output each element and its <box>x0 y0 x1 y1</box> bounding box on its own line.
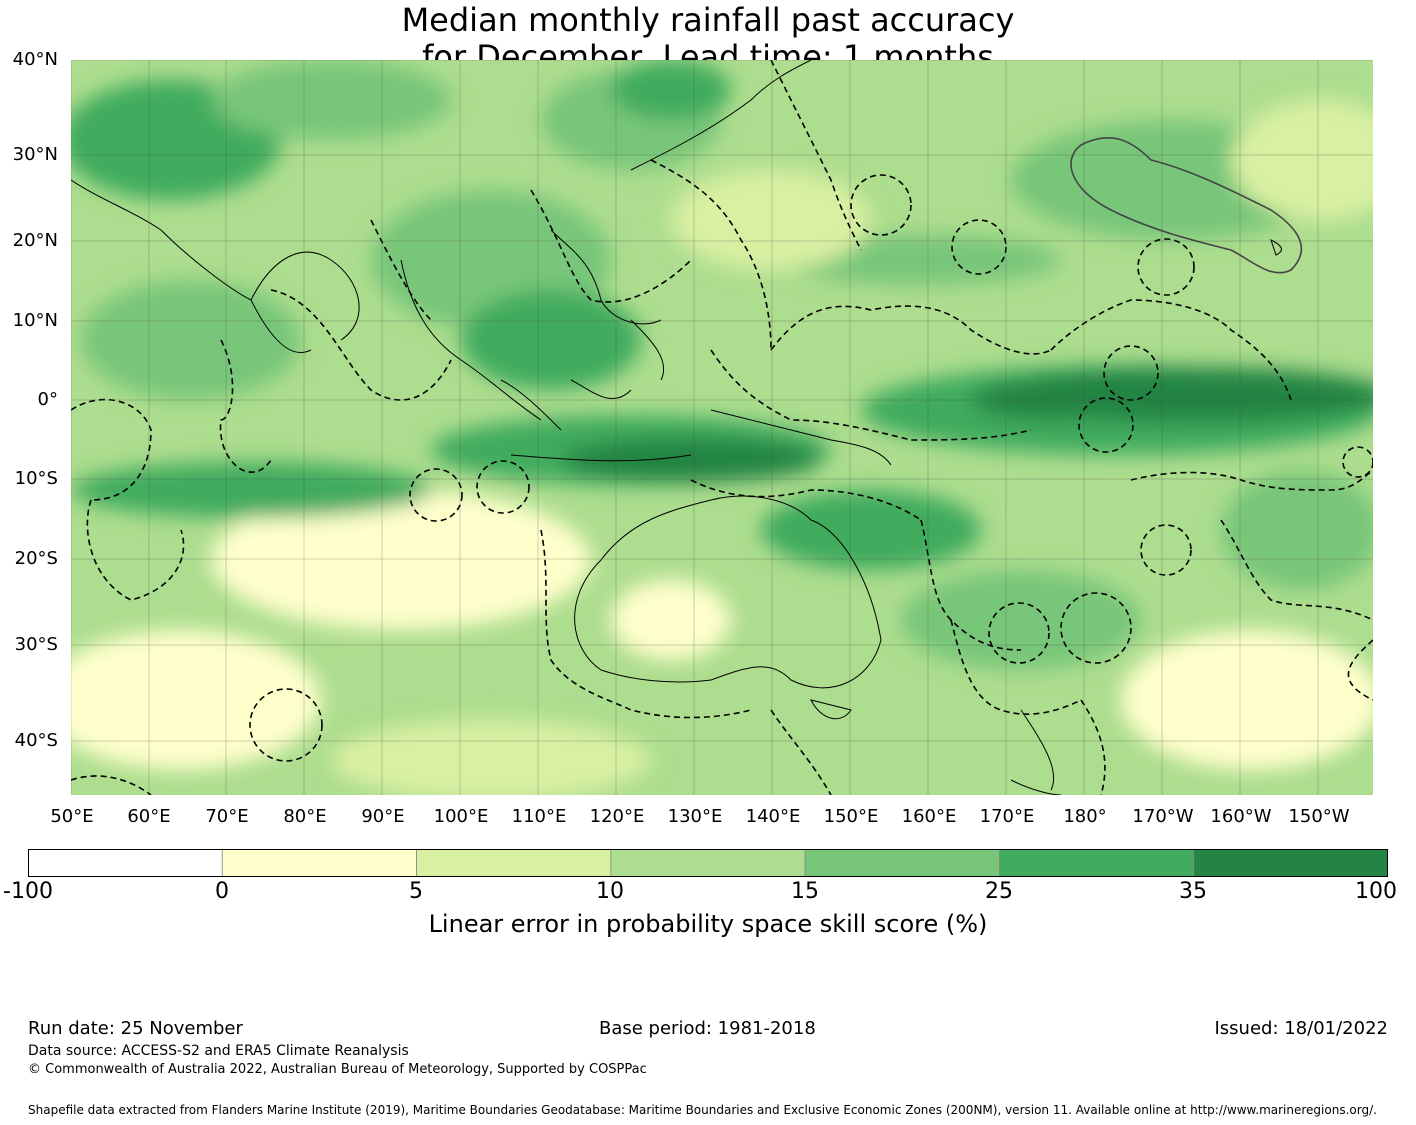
coastlines <box>71 60 1282 795</box>
lon-label: 60°E <box>127 806 171 827</box>
colorbar-tick: 100 <box>1355 879 1397 904</box>
colorbar-tick: 15 <box>791 879 819 904</box>
lon-label: 120°E <box>589 806 645 827</box>
colorbar-cell <box>416 849 612 877</box>
colorbar-tick: 5 <box>409 879 423 904</box>
colorbar-tick: 0 <box>215 879 229 904</box>
data-source: Data source: ACCESS-S2 and ERA5 Climate … <box>28 1043 409 1059</box>
colorbar-cell <box>610 849 806 877</box>
skill-map <box>71 60 1373 795</box>
colorbar-tick: 10 <box>596 879 624 904</box>
shapefile-credit: Shapefile data extracted from Flanders M… <box>28 1103 1377 1117</box>
map-title-line1: Median monthly rainfall past accuracy <box>401 1 1015 39</box>
lon-label: 80°E <box>283 806 327 827</box>
hawaii-boundary <box>1070 137 1303 274</box>
colorbar-label: Linear error in probability space skill … <box>428 910 988 938</box>
lon-label: 70°E <box>205 806 249 827</box>
eez-boundaries <box>71 60 1373 795</box>
lon-label: 100°E <box>433 806 489 827</box>
lon-label: 150°W <box>1288 806 1350 827</box>
lat-label: 30°S <box>14 634 58 655</box>
run-date: Run date: 25 November <box>28 1018 243 1039</box>
lat-label: 40°S <box>14 730 58 751</box>
colorbar-cell <box>1193 849 1388 877</box>
lon-label: 90°E <box>361 806 405 827</box>
base-period: Base period: 1981-2018 <box>599 1018 816 1039</box>
colorbar-cell <box>999 849 1195 877</box>
colorbar-tick: 25 <box>985 879 1013 904</box>
colorbar-tick: 35 <box>1179 879 1207 904</box>
map-canvas <box>71 60 1373 795</box>
lat-label: 20°N <box>12 230 58 251</box>
lon-label: 110°E <box>511 806 567 827</box>
lon-label: 150°E <box>823 806 879 827</box>
colorbar-cell <box>28 849 223 877</box>
lon-label: 50°E <box>50 806 94 827</box>
lon-label: 170°W <box>1132 806 1194 827</box>
lon-label: 140°E <box>745 806 801 827</box>
lon-label: 160°E <box>901 806 957 827</box>
skill-field <box>71 60 1373 795</box>
lat-label: 0° <box>37 389 58 410</box>
lat-label: 30°N <box>12 144 58 165</box>
lat-label: 20°S <box>14 548 58 569</box>
colorbar-cell <box>804 849 1000 877</box>
lon-label: 170°E <box>979 806 1035 827</box>
colorbar-cell <box>221 849 417 877</box>
lon-label: 180° <box>1063 806 1107 827</box>
lon-label: 160°W <box>1210 806 1272 827</box>
lon-label: 130°E <box>667 806 723 827</box>
lat-label: 40°N <box>12 49 58 70</box>
lat-label: 10°N <box>12 310 58 331</box>
graticule <box>71 60 1373 795</box>
colorbar <box>28 849 1388 877</box>
colorbar-tick: -100 <box>3 879 53 904</box>
copyright: © Commonwealth of Australia 2022, Austra… <box>28 1062 647 1077</box>
lat-label: 10°S <box>14 468 58 489</box>
issued-date: Issued: 18/01/2022 <box>1214 1018 1388 1039</box>
